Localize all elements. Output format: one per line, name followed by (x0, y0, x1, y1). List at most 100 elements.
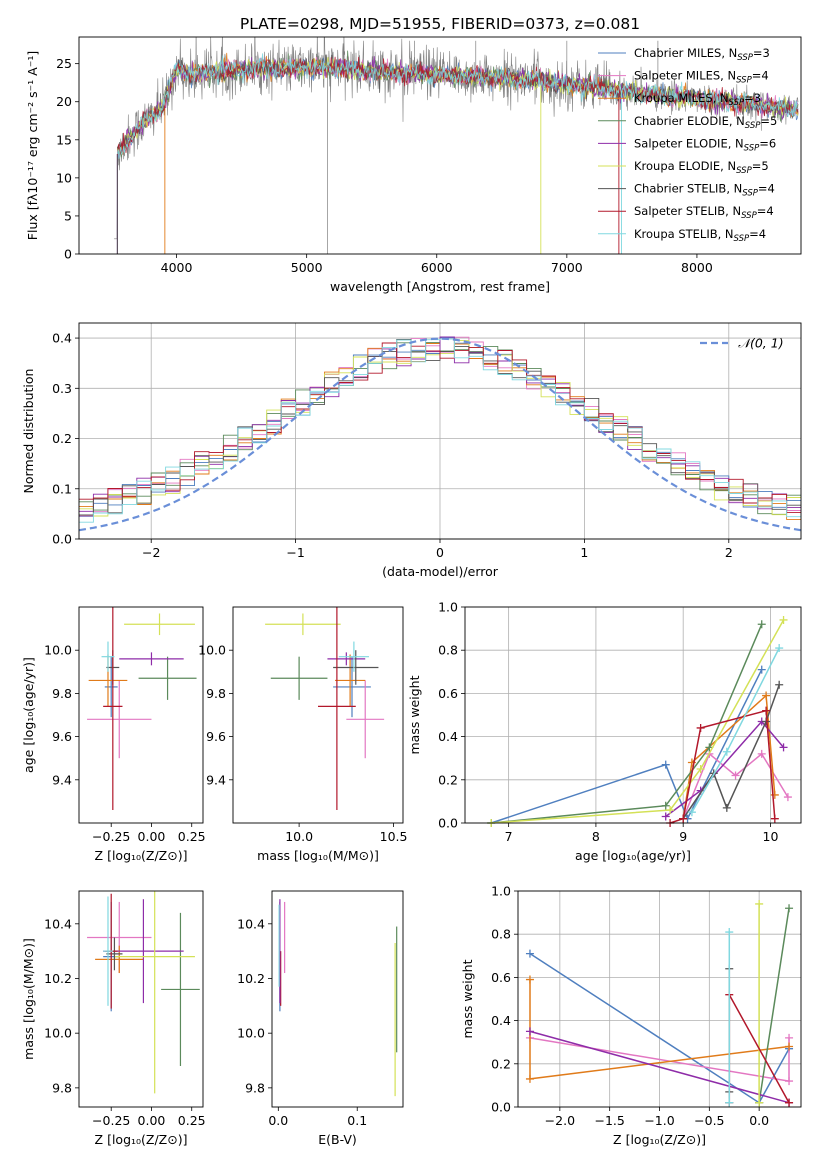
weight-marker (723, 748, 731, 756)
y-axis-label: age [log₁₀(age/yr)] (21, 657, 36, 773)
y-tick-label: 0.2 (52, 431, 72, 446)
y-axis-label: mass weight (407, 675, 422, 754)
x-tick-label: 0.0 (749, 1113, 769, 1128)
figure-title: PLATE=0298, MJD=51955, FIBERID=0373, z=0… (240, 15, 640, 33)
y-tick-label: 10.0 (237, 1026, 265, 1041)
x-axis-label: (data-model)/error (382, 564, 499, 579)
x-tick-label: −0.25 (92, 829, 130, 844)
y-tick-label: 0.3 (52, 381, 72, 396)
weight-marker (785, 1077, 793, 1085)
legend-suffix: =3 (753, 46, 770, 60)
x-axis-label: Z [log₁₀(Z/Z⊙)] (95, 1132, 188, 1147)
y-tick-label: 9.6 (206, 729, 226, 744)
x-tick-label: 0.00 (138, 1113, 166, 1128)
legend-suffix: =4 (749, 227, 766, 241)
legend-sub: SSP (744, 143, 760, 153)
weight-marker (526, 976, 534, 984)
weight-marker (755, 1099, 763, 1107)
x-tick-label: −1 (286, 545, 304, 560)
weight-line (491, 670, 762, 823)
axes-frame (272, 891, 403, 1107)
legend-suffix: =4 (758, 182, 775, 196)
y-tick-label: 1.0 (491, 884, 511, 899)
y-tick-label: 0.2 (438, 772, 458, 787)
y-tick-label: 10.0 (44, 643, 72, 658)
y-tick-label: 10.0 (198, 643, 226, 658)
y-tick-label: 5 (64, 208, 72, 223)
legend-label: Salpeter STELIB, NSSP=4 (634, 204, 774, 221)
legend-label: Kroupa ELODIE, NSSP=5 (634, 159, 769, 176)
x-tick-label: 6000 (421, 260, 453, 275)
x-tick-label: 10.0 (285, 829, 313, 844)
weight-marker (526, 1075, 534, 1083)
x-tick-label: 8 (592, 829, 600, 844)
x-tick-label: 10.5 (380, 829, 408, 844)
x-tick-label: 0.1 (347, 1113, 367, 1128)
weight-marker (785, 904, 793, 912)
legend-label: Chabrier MILES, NSSP=3 (634, 46, 770, 63)
x-tick-label: −2.0 (545, 1113, 575, 1128)
weight-marker (785, 1034, 793, 1042)
x-tick-label: −2 (142, 545, 160, 560)
weight-line (759, 908, 789, 1102)
y-tick-label: 0 (64, 247, 72, 262)
figure: PLATE=0298, MJD=51955, FIBERID=0373, z=0… (0, 0, 819, 1170)
x-tick-label: 4000 (161, 260, 193, 275)
x-tick-label: 1 (580, 545, 588, 560)
y-tick-label: 0.1 (52, 481, 72, 496)
age-vs-mass-panel: 10.0 10.5 9.4 9.6 9.8 10.0 mass [log₁₀(M/M⊙)] (198, 603, 407, 863)
x-axis-label: E(B-V) (318, 1132, 357, 1147)
legend-sub: SSP (737, 53, 753, 63)
residuals-panel: −2 −1 0 1 20.00.10.20.30.4(data-model)/error… (21, 323, 801, 579)
x-axis-label: mass [log₁₀(M/M⊙)] (257, 848, 379, 863)
x-axis-label: age [log₁₀(age/yr)] (575, 848, 691, 863)
y-tick-label: 15 (56, 132, 72, 147)
y-tick-label: 25 (56, 56, 72, 71)
y-tick-label: 10.2 (44, 971, 72, 986)
legend-suffix: =4 (752, 69, 769, 83)
legend-sub: SSP (734, 234, 750, 244)
weight-marker (725, 1099, 733, 1107)
y-tick-label: 0.0 (52, 532, 72, 547)
weight-marker (526, 950, 534, 958)
legend-sub: SSP (742, 189, 758, 199)
x-tick-label: 0 (436, 545, 444, 560)
legend-label: Kroupa STELIB, NSSP=4 (634, 227, 766, 244)
x-tick-label: −1.0 (644, 1113, 674, 1128)
legend-sub: SSP (736, 166, 752, 176)
x-tick-label: 5000 (291, 260, 323, 275)
legend-sub: SSP (736, 76, 752, 86)
x-tick-label: 9 (679, 829, 687, 844)
mass-vs-EBV-panel: 0.0 0.1 9.8 10.0 10.2 10.4 E(B-V) (237, 891, 403, 1147)
x-axis-label: Z [log₁₀(Z/Z⊙)] (613, 1132, 706, 1147)
y-tick-label: 20 (56, 94, 72, 109)
y-tick-label: 0.6 (491, 970, 511, 985)
weight-marker (526, 1027, 534, 1035)
x-tick-label: 0.00 (138, 829, 166, 844)
y-axis-label: mass weight (460, 959, 475, 1038)
weight-marker (758, 666, 766, 674)
weight-marker (780, 616, 788, 624)
x-tick-label: 7000 (551, 260, 583, 275)
x-tick-label: 7 (505, 829, 513, 844)
weight-marker (785, 1099, 793, 1107)
y-tick-label: 10 (56, 170, 72, 185)
axes-frame (233, 607, 403, 823)
y-tick-label: 0.2 (491, 1056, 511, 1071)
legend-suffix: =6 (759, 136, 776, 150)
y-tick-label: 9.4 (206, 772, 226, 787)
legend-sub: SSP (745, 121, 761, 131)
legend-sub: SSP (741, 211, 757, 221)
y-axis-label: Normed distribution (21, 369, 36, 494)
y-tick-label: 0.0 (491, 1100, 511, 1115)
y-tick-label: 0.8 (438, 643, 458, 658)
legend-label: 𝒩(0, 1) (738, 336, 784, 351)
weight-marker (775, 681, 783, 689)
weight-marker (758, 620, 766, 628)
weight-vs-Z-panel: −2.0 −1.5 −1.0 −0.5 0.0 0.0 0.2 0.4 0.6 0.8 1.0 Z [… (460, 884, 801, 1148)
axes-frame (79, 607, 203, 823)
x-axis-label: wavelength [Angstrom, rest frame] (330, 279, 550, 294)
x-tick-label: 8000 (681, 260, 713, 275)
y-tick-label: 1.0 (438, 600, 458, 615)
y-tick-label: 9.8 (206, 686, 226, 701)
